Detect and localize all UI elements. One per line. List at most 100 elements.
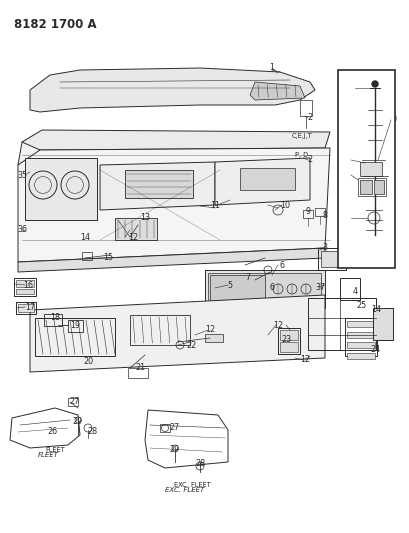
Bar (204, 270, 324, 308)
Bar (279, 330, 297, 340)
Polygon shape (249, 82, 304, 100)
Text: 13: 13 (139, 214, 150, 222)
Bar (337, 70, 394, 268)
Text: 20: 20 (83, 358, 93, 367)
Bar (239, 168, 294, 190)
Bar (373, 180, 383, 194)
Bar (14, 278, 36, 296)
Text: 4: 4 (352, 287, 357, 296)
Bar (44, 314, 62, 326)
Text: EXC. FLEET: EXC. FLEET (165, 487, 204, 493)
Bar (346, 353, 374, 359)
Bar (344, 318, 376, 356)
Bar (372, 308, 392, 340)
Text: 27: 27 (70, 398, 80, 407)
Text: 19: 19 (70, 320, 80, 329)
Bar (339, 278, 359, 300)
Text: 2: 2 (307, 156, 312, 165)
Bar (160, 424, 170, 432)
Text: 35: 35 (17, 171, 27, 180)
Text: 31: 31 (349, 84, 359, 93)
Text: 24: 24 (369, 345, 379, 354)
Bar (125, 170, 193, 198)
Bar (317, 248, 345, 270)
Bar (35, 318, 115, 356)
Bar (346, 332, 374, 338)
Text: 3: 3 (322, 244, 327, 253)
Bar (299, 100, 311, 116)
Text: 29: 29 (169, 446, 180, 455)
Bar (359, 162, 381, 176)
Text: 28: 28 (194, 459, 204, 469)
Bar (207, 273, 320, 305)
Polygon shape (18, 138, 40, 178)
Text: 16: 16 (23, 280, 33, 289)
Text: 28: 28 (87, 427, 97, 437)
Bar (314, 208, 324, 216)
Polygon shape (30, 68, 314, 112)
Text: 23: 23 (280, 335, 290, 344)
Bar (128, 368, 148, 378)
Text: P, D: P, D (295, 152, 308, 158)
Text: 26: 26 (47, 427, 57, 437)
Text: 8182 1700 A: 8182 1700 A (14, 18, 97, 31)
Text: 7: 7 (245, 272, 250, 281)
Text: 34: 34 (346, 214, 356, 222)
Text: 6: 6 (269, 282, 274, 292)
Bar (277, 328, 299, 354)
Bar (320, 251, 342, 267)
Text: 36: 36 (17, 225, 27, 235)
Bar (346, 321, 374, 327)
Text: 15: 15 (103, 254, 113, 262)
Bar (16, 289, 34, 294)
Text: EXC. FLEET: EXC. FLEET (173, 482, 210, 488)
Polygon shape (22, 130, 329, 150)
Text: 32: 32 (346, 156, 356, 165)
Bar (204, 334, 222, 342)
Text: C,E,J,T: C,E,J,T (291, 133, 312, 139)
Bar (16, 280, 34, 287)
Text: 12: 12 (204, 326, 215, 335)
Text: 2: 2 (307, 114, 312, 123)
Text: 33: 33 (346, 171, 356, 180)
Bar (115, 218, 157, 240)
Text: 17: 17 (25, 303, 35, 311)
Text: 29: 29 (73, 417, 83, 426)
Text: 12: 12 (299, 356, 309, 365)
Text: 21: 21 (135, 364, 145, 373)
Bar (357, 178, 385, 196)
Polygon shape (30, 295, 324, 372)
Bar (209, 275, 264, 302)
Bar (359, 180, 371, 194)
Text: 25: 25 (356, 301, 366, 310)
Bar (82, 252, 92, 260)
Polygon shape (18, 148, 329, 262)
Text: 9: 9 (305, 207, 310, 216)
Polygon shape (214, 158, 309, 205)
Text: 12: 12 (272, 320, 282, 329)
Bar (302, 210, 312, 218)
Text: 1: 1 (269, 63, 274, 72)
Bar (68, 398, 78, 406)
Text: 5: 5 (227, 280, 232, 289)
Text: 30: 30 (386, 116, 396, 125)
Text: FLEET: FLEET (38, 452, 58, 458)
Text: 22: 22 (187, 341, 197, 350)
Bar (25, 158, 97, 220)
Bar (307, 298, 375, 350)
Text: 10: 10 (279, 200, 289, 209)
Circle shape (371, 81, 377, 87)
Polygon shape (100, 162, 214, 210)
Text: 14: 14 (370, 305, 380, 314)
Text: 27: 27 (169, 424, 180, 432)
Text: 18: 18 (50, 313, 60, 322)
Text: 11: 11 (209, 201, 220, 211)
Text: 8: 8 (322, 211, 327, 220)
Text: FLEET: FLEET (45, 447, 65, 453)
Text: 14: 14 (80, 233, 90, 243)
Bar (279, 342, 297, 352)
Bar (16, 302, 36, 314)
Polygon shape (18, 248, 324, 272)
Text: 37: 37 (314, 282, 324, 292)
Text: 6: 6 (279, 261, 284, 270)
